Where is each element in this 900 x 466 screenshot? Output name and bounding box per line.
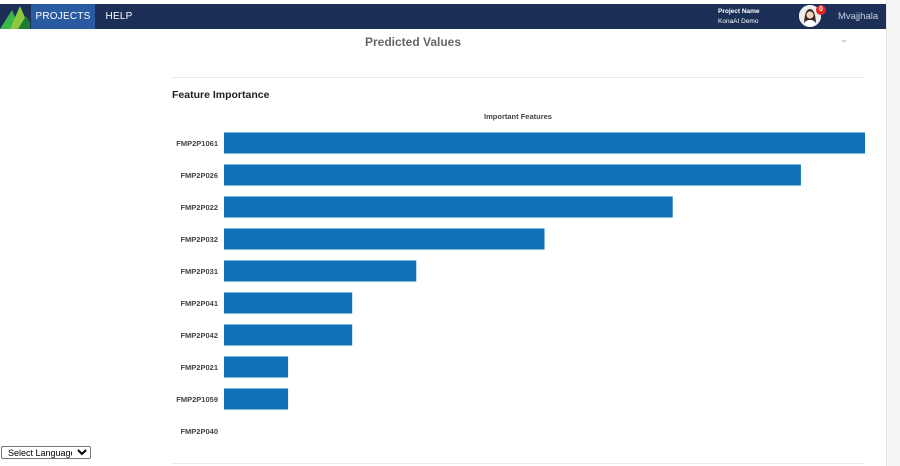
bar-fmp2p041[interactable] [224,292,353,314]
project-label: Project Name [718,8,760,15]
tick-label: FMP2P042 [180,331,218,340]
caret-down-icon [841,39,847,43]
section-heading: Feature Importance [172,89,270,101]
avatar[interactable] [799,5,821,27]
feature-importance-chart: FMP2P1061 FMP2P026 FMP2P022 FMP2P032 FMP2P03… [176,132,865,436]
user-avatar-icon [799,5,821,27]
bar-fmp2p021[interactable] [224,356,289,378]
top-navbar: PROJECTS HELP Project Name KonaAI Demo 0… [0,4,886,43]
page-title: Predicted Values [364,35,462,49]
tick-label: FMP2P041 [180,299,218,308]
project-name: KonaAI Demo [718,18,759,25]
bar-fmp2p1059[interactable] [224,388,289,410]
divider [172,463,864,464]
project-info: Project Name KonaAI Demo [718,7,760,27]
tick-label: FMP2P1059 [176,395,218,404]
tick-label: FMP2P031 [180,267,218,276]
logo[interactable] [0,4,30,29]
user-name: Mvajjhala [838,11,879,22]
logo-icon [0,6,30,29]
bar-fmp2p026[interactable] [224,164,801,186]
language-select[interactable]: Select Language [1,446,91,459]
bar-fmp2p022[interactable] [224,196,673,218]
bar-fmp2p1061[interactable] [224,132,865,154]
tick-label: FMP2P1061 [176,139,218,148]
bar-fmp2p031[interactable] [224,260,417,282]
tick-label: FMP2P040 [180,427,218,436]
bar-fmp2p042[interactable] [224,324,353,346]
notification-badge[interactable]: 0 [816,5,826,15]
tab-help[interactable]: HELP [105,11,133,22]
user-menu[interactable]: Mvajjhala [838,4,886,43]
tick-label: FMP2P026 [180,171,218,180]
tick-label: FMP2P021 [180,363,218,372]
tick-label: FMP2P032 [180,235,218,244]
scrollbar[interactable] [886,0,900,466]
tick-label: FMP2P022 [180,203,218,212]
bar-fmp2p032[interactable] [224,228,545,250]
chart-title: Important Features [484,112,552,121]
divider [172,77,864,78]
tab-projects[interactable]: PROJECTS [31,4,95,29]
